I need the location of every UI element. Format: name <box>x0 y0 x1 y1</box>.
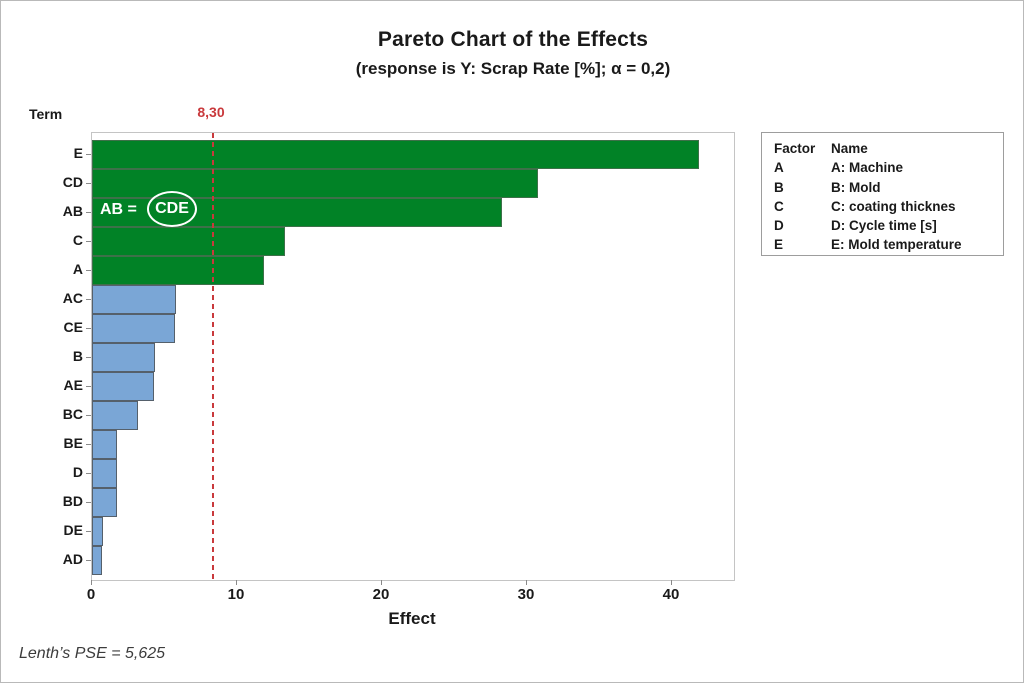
legend-row-D: D D: Cycle time [s] <box>774 216 1003 235</box>
y-tick-mark <box>86 154 91 155</box>
y-tick-mark <box>86 560 91 561</box>
y-tick-label-BE: BE <box>63 435 83 451</box>
y-tick-label-BC: BC <box>62 406 83 422</box>
chart-title: Pareto Chart of the Effects <box>377 28 649 51</box>
y-tick-mark <box>86 415 91 416</box>
legend-row-C: C C: coating thicknes <box>774 197 1003 216</box>
bar-C <box>92 227 285 256</box>
legend-factor-letter: B <box>774 179 784 195</box>
legend-factor-name: D: Cycle time [s] <box>831 218 937 234</box>
alias-annotation-prefix: AB = <box>100 201 137 218</box>
y-tick-mark <box>86 270 91 271</box>
legend-factor-name: B: Mold <box>831 179 881 195</box>
factor-legend: Factor Name A A: Machine B B: Mold C C: coatin… <box>761 132 1004 256</box>
bar-E <box>92 140 699 169</box>
legend-factor-letter: C <box>774 198 784 214</box>
y-tick-label-BD: BD <box>62 493 83 509</box>
y-tick-mark <box>86 212 91 213</box>
bar-AD <box>92 546 102 575</box>
x-tick-label-0: 0 <box>86 586 96 603</box>
y-tick-mark <box>86 502 91 503</box>
y-tick-label-DE: DE <box>63 522 83 538</box>
y-tick-mark <box>86 357 91 358</box>
y-tick-mark <box>86 473 91 474</box>
y-tick-label-E: E <box>73 145 83 161</box>
bar-A <box>92 256 264 285</box>
legend-factor-name: C: coating thicknes <box>831 198 956 214</box>
reference-line <box>212 133 214 580</box>
legend-header-factor: Factor <box>774 141 816 156</box>
bar-BE <box>92 430 117 459</box>
y-tick-mark <box>86 386 91 387</box>
alias-annotation-circled: CDE <box>155 200 189 217</box>
y-tick-label-C: C <box>72 232 83 248</box>
legend-factor-letter: E <box>774 237 784 253</box>
y-tick-label-AD: AD <box>62 551 83 567</box>
y-tick-mark <box>86 183 91 184</box>
plot-area: AB = CDE <box>91 132 735 581</box>
bar-D <box>92 459 117 488</box>
x-tick-label-30: 30 <box>517 586 535 603</box>
legend-factor-name: E: Mold temperature <box>831 237 962 253</box>
x-tick-mark <box>526 580 527 585</box>
x-tick-label-10: 10 <box>227 586 245 603</box>
y-tick-label-B: B <box>72 348 83 364</box>
x-axis-title: Effect <box>388 609 436 628</box>
bar-BC <box>92 401 138 430</box>
y-tick-label-D: D <box>72 464 83 480</box>
y-tick-mark <box>86 328 91 329</box>
bar-BD <box>92 488 117 517</box>
legend-row-E: E E: Mold temperature <box>774 235 1003 254</box>
x-tick-label-40: 40 <box>662 586 680 603</box>
y-tick-mark <box>86 444 91 445</box>
legend-factor-letter: A <box>774 160 784 176</box>
x-tick-label-20: 20 <box>372 586 390 603</box>
legend-factor-name: A: Machine <box>831 160 904 176</box>
y-tick-label-AC: AC <box>62 290 83 306</box>
legend-header-name: Name <box>831 141 868 156</box>
y-tick-label-A: A <box>72 261 83 277</box>
bar-AE <box>92 372 154 401</box>
x-tick-mark <box>236 580 237 585</box>
y-tick-label-AB: AB <box>62 203 83 219</box>
legend-header: Factor Name <box>774 139 1003 158</box>
reference-line-label: 8,30 <box>197 104 225 120</box>
y-tick-mark <box>86 241 91 242</box>
x-tick-mark <box>671 580 672 585</box>
x-tick-mark <box>381 580 382 585</box>
alias-annotation-ellipse: CDE <box>147 191 197 227</box>
y-tick-label-CE: CE <box>63 319 83 335</box>
legend-factor-letter: D <box>774 218 784 234</box>
y-tick-label-AE: AE <box>63 377 83 393</box>
alias-annotation: AB = <box>100 195 137 224</box>
y-tick-mark <box>86 299 91 300</box>
x-tick-mark <box>91 580 92 585</box>
footnote-lenths-pse: Lenth’s PSE = 5,625 <box>19 645 166 662</box>
y-tick-label-CD: CD <box>62 174 83 190</box>
y-axis-title: Term <box>29 106 63 122</box>
legend-row-B: B B: Mold <box>774 178 1003 197</box>
bar-CE <box>92 314 175 343</box>
bar-AC <box>92 285 176 314</box>
bar-B <box>92 343 155 372</box>
bar-DE <box>92 517 103 546</box>
y-tick-mark <box>86 531 91 532</box>
chart-subtitle: (response is Y: Scrap Rate [%]; α = 0,2) <box>355 59 671 78</box>
legend-row-A: A A: Machine <box>774 158 1003 177</box>
